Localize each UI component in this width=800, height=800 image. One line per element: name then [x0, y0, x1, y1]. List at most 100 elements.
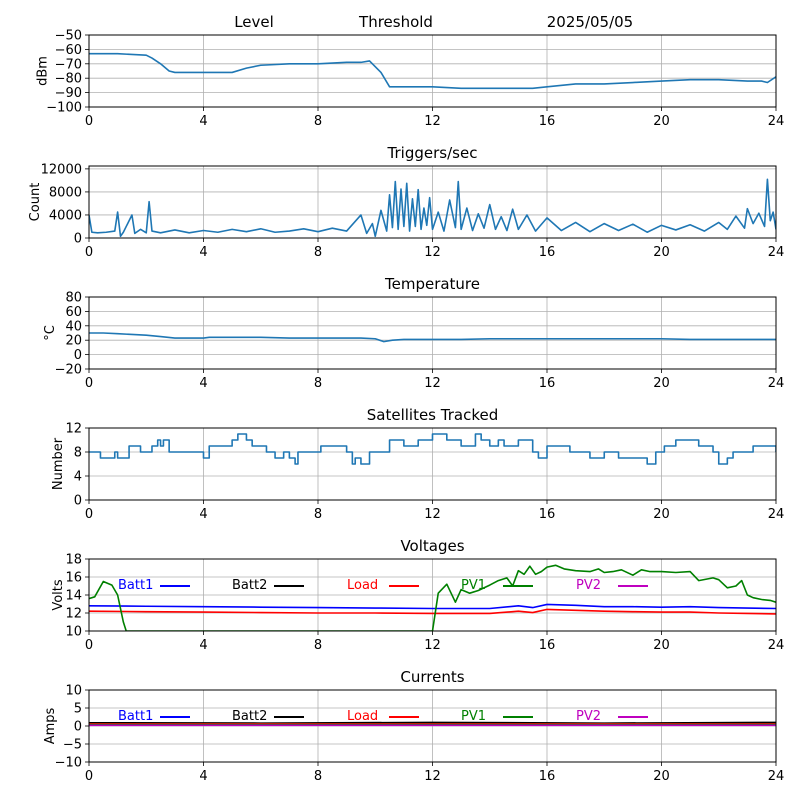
x-tick-label: 12 — [424, 114, 441, 129]
y-tick-label: 10 — [65, 625, 82, 640]
y-tick-label: −80 — [55, 72, 82, 87]
x-tick-label: 12 — [424, 376, 441, 391]
x-tick-label: 8 — [314, 507, 322, 522]
chart-title: Triggers/sec — [387, 144, 478, 162]
x-tick-label: 24 — [768, 114, 785, 129]
x-tick-label: 20 — [653, 769, 670, 784]
legend-label-batt2: Batt2 — [232, 578, 267, 593]
series-line-batt2 — [89, 721, 776, 724]
y-tick-label: −20 — [55, 363, 82, 378]
x-tick-label: 16 — [539, 769, 556, 784]
y-tick-label: −5 — [63, 738, 82, 753]
y-tick-label: 8000 — [49, 185, 82, 200]
y-tick-label: 0 — [74, 232, 82, 247]
x-tick-label: 24 — [768, 769, 785, 784]
x-tick-label: 0 — [85, 507, 93, 522]
y-axis-label: Number — [51, 437, 66, 490]
y-tick-label: −10 — [55, 756, 82, 771]
x-tick-label: 12 — [424, 769, 441, 784]
y-tick-label: 10 — [65, 684, 82, 699]
y-tick-label: 18 — [65, 553, 82, 568]
header-level: Level — [234, 13, 274, 31]
y-axis-label: dBm — [36, 56, 51, 86]
x-tick-label: 24 — [768, 245, 785, 260]
series-line-pv1 — [89, 564, 776, 631]
series-line-0 — [89, 433, 776, 465]
x-tick-label: 16 — [539, 245, 556, 260]
x-tick-label: 24 — [768, 638, 785, 653]
y-tick-label: 12 — [65, 422, 82, 437]
x-tick-label: 16 — [539, 638, 556, 653]
y-tick-label: 8 — [74, 446, 82, 461]
x-tick-label: 20 — [653, 114, 670, 129]
y-tick-label: 80 — [65, 291, 82, 306]
series-line-0 — [89, 52, 776, 90]
x-tick-label: 4 — [199, 376, 207, 391]
chart-panel-4: 0 4 8 12 16 20 24 10 12 14 16 18 Voltages Volts Batt1 B… — [51, 537, 784, 653]
chart-title: Temperature — [384, 275, 480, 293]
series-line-0 — [89, 332, 776, 343]
header-threshold: Threshold — [358, 13, 433, 31]
x-tick-label: 12 — [424, 507, 441, 522]
x-tick-label: 4 — [199, 114, 207, 129]
x-tick-label: 0 — [85, 638, 93, 653]
y-tick-label: 16 — [65, 571, 82, 586]
x-tick-label: 0 — [85, 376, 93, 391]
x-tick-label: 16 — [539, 114, 556, 129]
chart-panel-0: 0 4 8 12 16 20 24 −100−90−80−70−60−50 dBm — [36, 29, 785, 130]
y-tick-label: 20 — [65, 334, 82, 349]
legend-label-pv2: PV2 — [576, 709, 601, 724]
x-tick-label: 8 — [314, 376, 322, 391]
y-tick-label: −60 — [55, 43, 82, 58]
legend-label-batt2: Batt2 — [232, 709, 267, 724]
y-axis-label: Count — [28, 183, 43, 222]
x-tick-label: 16 — [539, 507, 556, 522]
y-axis-label: Volts — [51, 579, 66, 611]
x-tick-label: 4 — [199, 507, 207, 522]
x-tick-label: 8 — [314, 114, 322, 129]
legend-label-pv1: PV1 — [461, 578, 486, 593]
y-tick-label: 60 — [65, 305, 82, 320]
chart-panel-1: 0 4 8 12 16 20 24 0 4000 8000 12000 Triggers/sec Cou… — [28, 144, 784, 260]
x-tick-label: 20 — [653, 376, 670, 391]
y-tick-label: 0 — [74, 494, 82, 509]
legend-label-pv1: PV1 — [461, 709, 486, 724]
x-tick-label: 24 — [768, 376, 785, 391]
y-tick-label: −70 — [55, 57, 82, 72]
chart-title: Voltages — [400, 537, 464, 555]
y-tick-label: 14 — [65, 589, 82, 604]
x-tick-label: 12 — [424, 638, 441, 653]
y-tick-label: 5 — [74, 702, 82, 717]
y-tick-label: 12 — [65, 607, 82, 622]
x-tick-label: 0 — [85, 245, 93, 260]
x-tick-label: 8 — [314, 245, 322, 260]
y-tick-label: 4 — [74, 470, 82, 485]
x-tick-label: 24 — [768, 507, 785, 522]
y-tick-label: 0 — [74, 720, 82, 735]
y-axis-label: °C — [43, 325, 58, 341]
legend-label-load: Load — [347, 709, 378, 724]
chart-panel-3: 0 4 8 12 16 20 24 0 4 8 12 Satellites Tracked Number — [51, 406, 784, 522]
chart-title: Satellites Tracked — [367, 406, 498, 424]
x-tick-label: 16 — [539, 376, 556, 391]
y-tick-label: 4000 — [49, 208, 82, 223]
x-tick-label: 20 — [653, 245, 670, 260]
x-tick-label: 8 — [314, 769, 322, 784]
y-tick-label: −50 — [55, 29, 82, 44]
x-tick-label: 4 — [199, 769, 207, 784]
y-tick-label: −90 — [55, 86, 82, 101]
legend-label-pv2: PV2 — [576, 578, 601, 593]
series-line-0 — [89, 178, 776, 238]
y-tick-label: 12000 — [41, 162, 82, 177]
x-tick-label: 0 — [85, 769, 93, 784]
series-line-batt1 — [89, 603, 776, 610]
legend-label-batt1: Batt1 — [118, 709, 153, 724]
y-tick-label: −100 — [46, 101, 82, 116]
legend-label-load: Load — [347, 578, 378, 593]
x-tick-label: 12 — [424, 245, 441, 260]
y-axis-label: Amps — [43, 707, 58, 744]
chart-panel-5: 0 4 8 12 16 20 24 −10 −5 0 5 10 Currents Amps Batt1 Bat… — [43, 668, 784, 784]
y-tick-label: 40 — [65, 319, 82, 334]
